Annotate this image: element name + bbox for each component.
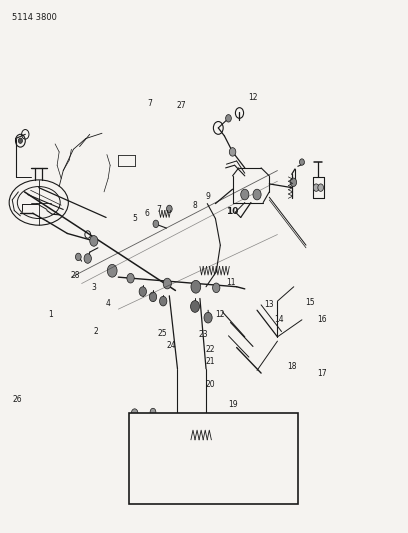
Text: 3: 3: [91, 284, 96, 292]
Circle shape: [204, 312, 212, 323]
Circle shape: [229, 148, 236, 156]
Text: 17: 17: [317, 369, 327, 377]
Circle shape: [241, 189, 249, 200]
Circle shape: [139, 287, 146, 296]
Circle shape: [149, 292, 157, 302]
Text: 21: 21: [206, 357, 215, 366]
Text: 27: 27: [177, 101, 186, 110]
Text: 25: 25: [157, 329, 167, 337]
Circle shape: [160, 296, 167, 306]
Text: 12: 12: [215, 310, 225, 319]
Text: 11: 11: [226, 278, 235, 287]
Text: 26: 26: [12, 395, 22, 404]
Circle shape: [318, 184, 324, 191]
Circle shape: [253, 189, 261, 200]
Text: 5114 3800: 5114 3800: [12, 13, 57, 22]
Circle shape: [139, 424, 151, 440]
Text: 13: 13: [264, 301, 274, 309]
Text: 12: 12: [248, 93, 258, 101]
Circle shape: [90, 236, 98, 246]
Circle shape: [226, 115, 231, 122]
Text: 10: 10: [226, 207, 239, 216]
Circle shape: [153, 220, 159, 228]
Bar: [129, 413, 298, 504]
Text: 20: 20: [205, 381, 215, 389]
Text: 14: 14: [275, 316, 284, 324]
Circle shape: [191, 280, 201, 293]
Circle shape: [131, 409, 138, 417]
Text: 8: 8: [193, 201, 197, 209]
Circle shape: [299, 159, 304, 165]
Circle shape: [107, 264, 117, 277]
Text: 23: 23: [198, 330, 208, 339]
Text: 7: 7: [157, 205, 162, 214]
Circle shape: [127, 273, 134, 283]
Text: 28: 28: [71, 271, 80, 280]
Text: 2: 2: [93, 327, 98, 336]
Text: 6: 6: [144, 209, 149, 217]
Text: 1: 1: [49, 310, 53, 319]
Text: 24: 24: [166, 341, 176, 350]
Text: 18: 18: [287, 362, 297, 371]
Circle shape: [163, 278, 171, 289]
Text: 5: 5: [132, 214, 137, 223]
Text: 16: 16: [317, 316, 327, 324]
Circle shape: [166, 205, 172, 213]
Circle shape: [191, 301, 200, 312]
Text: 15: 15: [305, 298, 315, 307]
Text: 4: 4: [106, 300, 111, 308]
Circle shape: [290, 178, 297, 187]
Text: 22: 22: [206, 345, 215, 353]
Circle shape: [150, 408, 156, 416]
Circle shape: [313, 184, 319, 191]
Circle shape: [18, 138, 22, 143]
Circle shape: [213, 283, 220, 293]
Circle shape: [84, 254, 91, 263]
Text: 9: 9: [206, 192, 211, 200]
Text: 19: 19: [228, 400, 238, 408]
Circle shape: [75, 253, 81, 261]
Text: 7: 7: [148, 100, 153, 108]
